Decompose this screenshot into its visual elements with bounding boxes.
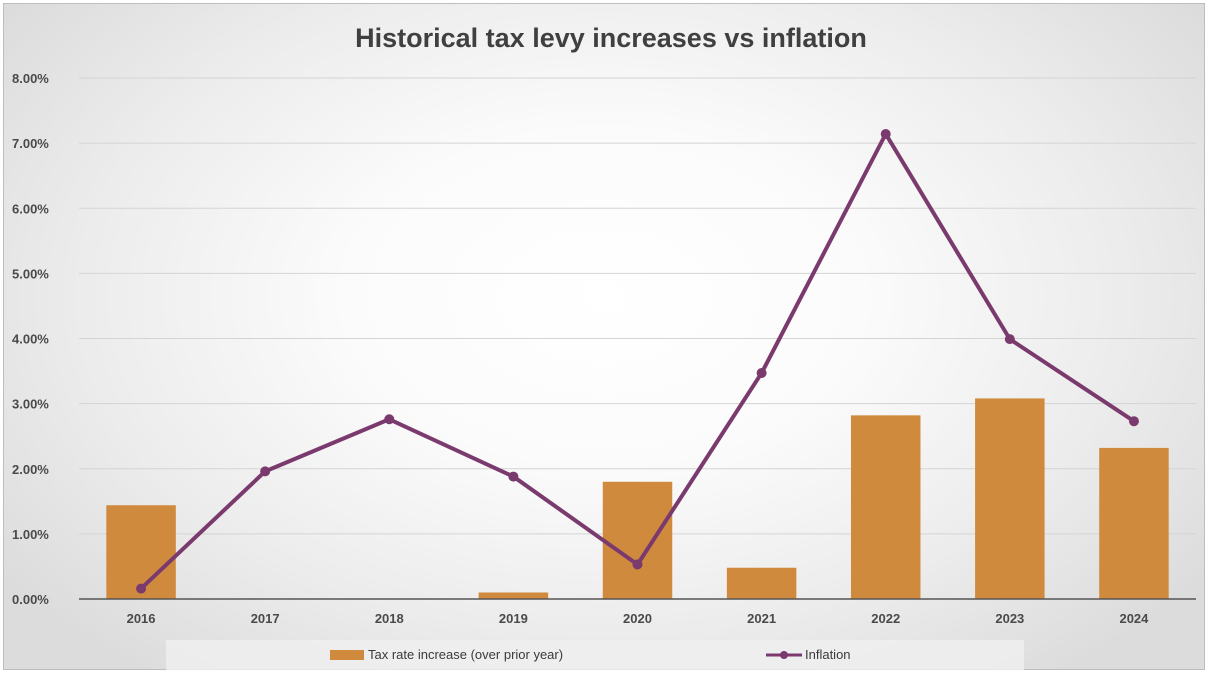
inflation-point-2018 (384, 414, 395, 425)
x-tick-label: 2018 (375, 611, 404, 626)
inflation-point-2022 (880, 129, 891, 140)
y-tick-label: 7.00% (12, 136, 49, 151)
inflation-point-2024 (1128, 416, 1139, 427)
chart-title: Historical tax levy increases vs inflati… (355, 23, 867, 53)
inflation-point-2019 (508, 471, 519, 482)
bar-2016 (106, 505, 176, 599)
bar-2019 (478, 592, 549, 599)
bar-series (106, 398, 1169, 599)
inflation-point-2021 (756, 368, 767, 379)
legend-background (166, 640, 1024, 670)
y-tick-label: 4.00% (12, 332, 49, 347)
chart-area: Historical tax levy increases vs inflati… (3, 3, 1205, 670)
y-tick-label: 5.00% (12, 266, 49, 281)
y-tick-label: 8.00% (12, 71, 49, 86)
x-tick-label: 2021 (747, 611, 776, 626)
legend-label-tax-rate: Tax rate increase (over prior year) (368, 647, 563, 662)
x-tick-label: 2024 (1119, 611, 1149, 626)
legend: Tax rate increase (over prior year) Infl… (166, 640, 1024, 670)
x-tick-label: 2019 (499, 611, 528, 626)
inflation-point-2020 (632, 559, 643, 570)
y-axis-tick-labels: 0.00% 1.00% 2.00% 3.00% 4.00% 5.00% 6.00% 7.00%… (12, 71, 49, 607)
legend-label-inflation: Inflation (805, 647, 851, 662)
legend-swatch-tax-rate (330, 650, 364, 660)
x-tick-label: 2016 (127, 611, 156, 626)
y-tick-label: 3.00% (12, 397, 49, 412)
y-tick-label: 0.00% (12, 592, 49, 607)
chart-svg: Historical tax levy increases vs inflati… (12, 23, 1196, 670)
y-tick-label: 2.00% (12, 462, 49, 477)
y-tick-label: 1.00% (12, 527, 49, 542)
legend-marker-inflation (780, 651, 788, 659)
x-axis-tick-labels: 2016 2017 2018 2019 2020 2021 2022 2023 2024 (127, 611, 1150, 626)
x-tick-label: 2020 (623, 611, 652, 626)
x-tick-label: 2023 (995, 611, 1024, 626)
bar-2023 (975, 398, 1045, 599)
line-series (136, 129, 1139, 594)
x-tick-label: 2017 (251, 611, 280, 626)
inflation-point-2017 (260, 466, 271, 477)
inflation-point-2023 (1004, 334, 1015, 345)
bar-2022 (850, 415, 921, 599)
bar-2021 (726, 567, 797, 599)
bar-2020 (602, 481, 673, 599)
y-tick-label: 6.00% (12, 201, 49, 216)
inflation-point-2016 (136, 583, 147, 594)
x-tick-label: 2022 (871, 611, 900, 626)
bar-2024 (1099, 447, 1169, 599)
